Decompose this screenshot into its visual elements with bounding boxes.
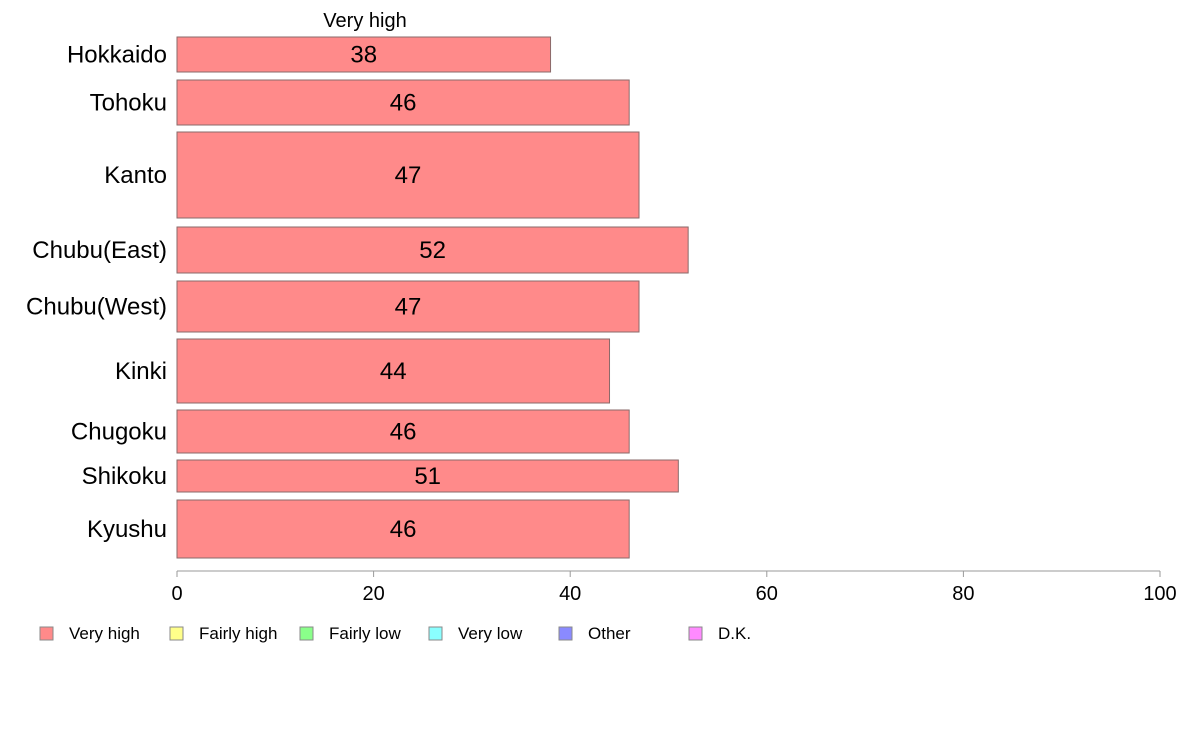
bar-chubu-west bbox=[176, 280, 640, 333]
legend-label-very-high: Very high bbox=[69, 624, 140, 643]
legend-label-fairly-low: Fairly low bbox=[329, 624, 402, 643]
data-label-shikoku: 51 bbox=[414, 463, 441, 490]
bars-group: Hokkaido 38 Tohoku 46 Kanto 47 Chubu(East) 52 Ch… bbox=[26, 36, 689, 559]
bar-tohoku bbox=[176, 79, 630, 126]
category-label-kanto: Kanto bbox=[104, 162, 167, 189]
legend-swatch-very-low bbox=[428, 626, 443, 641]
data-label-kinki: 44 bbox=[380, 358, 407, 385]
bar-hokkaido bbox=[176, 36, 552, 73]
category-label-chugoku: Chugoku bbox=[71, 419, 167, 446]
data-label-chubu-west: 47 bbox=[395, 294, 422, 321]
legend: Very high Fairly high Fairly low Very low Ot… bbox=[39, 624, 751, 643]
x-tick-label-0: 0 bbox=[171, 583, 182, 605]
x-tick-label-80: 80 bbox=[952, 583, 974, 605]
x-tick-label-40: 40 bbox=[559, 583, 581, 605]
category-label-kinki: Kinki bbox=[115, 358, 167, 385]
legend-swatch-fairly-low bbox=[299, 626, 314, 641]
x-tick-label-60: 60 bbox=[756, 583, 778, 605]
legend-swatch-fairly-high bbox=[169, 626, 184, 641]
legend-label-very-low: Very low bbox=[458, 624, 523, 643]
bar-kinki bbox=[176, 338, 611, 404]
legend-swatch-other bbox=[558, 626, 573, 641]
x-tick-label-20: 20 bbox=[362, 583, 384, 605]
category-label-chubu-east: Chubu(East) bbox=[32, 237, 167, 264]
legend-label-fairly-high: Fairly high bbox=[199, 624, 277, 643]
data-label-chubu-east: 52 bbox=[419, 237, 446, 264]
bar-chugoku bbox=[176, 409, 630, 454]
category-label-shikoku: Shikoku bbox=[82, 463, 167, 490]
data-label-kyushu: 46 bbox=[390, 516, 417, 543]
bar-kanto bbox=[176, 131, 640, 219]
x-tick-label-100: 100 bbox=[1143, 583, 1176, 605]
legend-swatch-very-high bbox=[39, 626, 54, 641]
data-label-hokkaido: 38 bbox=[350, 42, 377, 69]
bar-chubu-east bbox=[176, 226, 689, 274]
series-title: Very high bbox=[323, 10, 406, 32]
data-label-kanto: 47 bbox=[395, 162, 422, 189]
legend-swatch-d-k bbox=[688, 626, 703, 641]
category-label-chubu-west: Chubu(West) bbox=[26, 294, 167, 321]
data-label-chugoku: 46 bbox=[390, 419, 417, 446]
legend-label-d-k: D.K. bbox=[718, 624, 751, 643]
bar-kyushu bbox=[176, 499, 630, 559]
bar-shikoku bbox=[176, 459, 679, 493]
data-label-tohoku: 46 bbox=[390, 90, 417, 117]
category-label-hokkaido: Hokkaido bbox=[67, 42, 167, 69]
legend-label-other: Other bbox=[588, 624, 631, 643]
x-axis: 0 20 40 60 80 100 bbox=[171, 570, 1177, 605]
category-label-kyushu: Kyushu bbox=[87, 516, 167, 543]
category-label-tohoku: Tohoku bbox=[90, 90, 167, 117]
